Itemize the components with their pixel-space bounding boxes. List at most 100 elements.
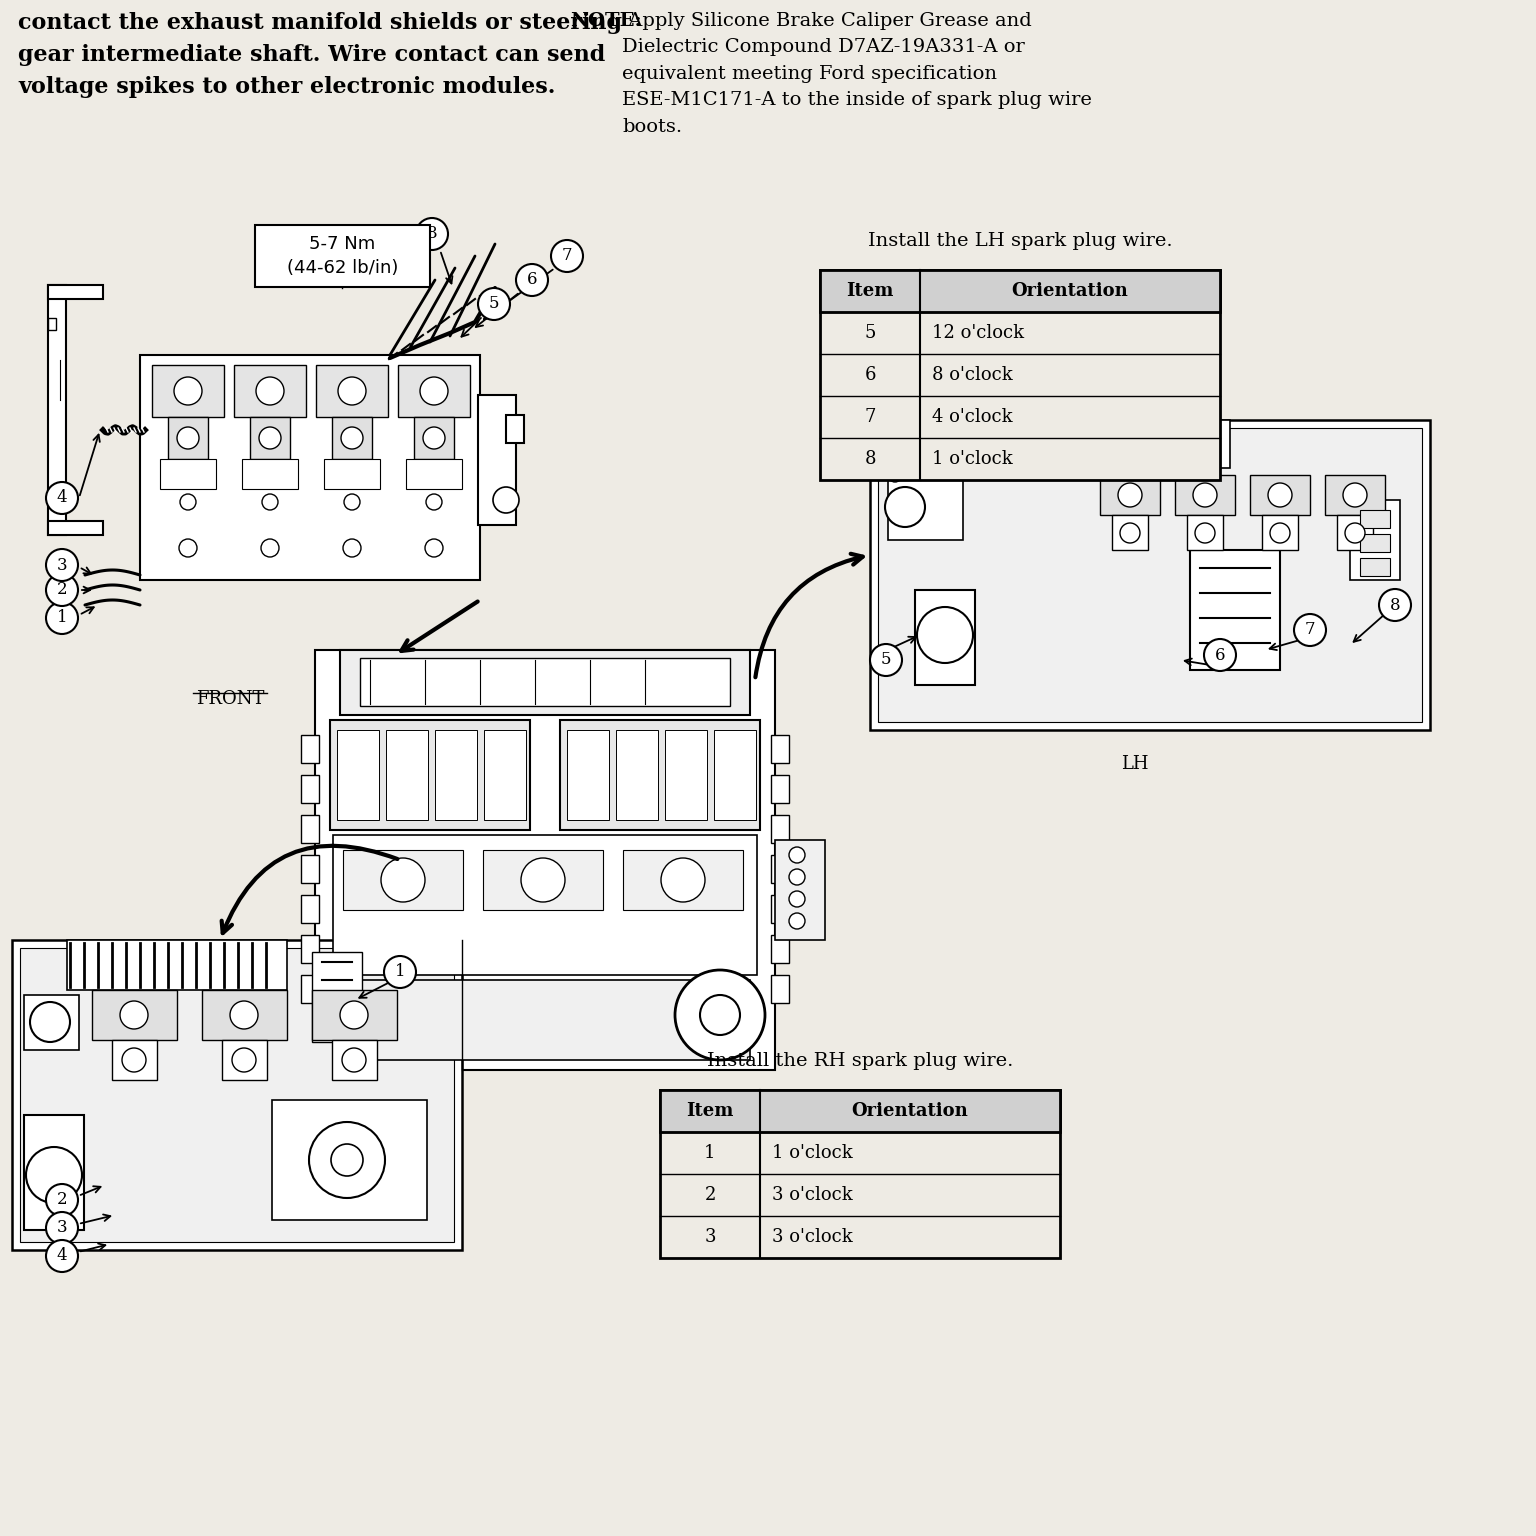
Circle shape [177,427,200,449]
Bar [336,730,379,820]
Bar [152,366,224,416]
Bar [415,416,455,459]
Bar [435,730,478,820]
Circle shape [26,1147,81,1203]
Bar [567,730,608,820]
Bar [312,991,396,1040]
Text: 6: 6 [527,272,538,289]
Circle shape [180,495,197,510]
Text: 2: 2 [57,582,68,599]
Text: 2: 2 [57,1192,68,1209]
Bar [68,940,287,991]
Bar [398,366,470,416]
Circle shape [1342,482,1367,507]
Circle shape [493,487,519,513]
Circle shape [478,289,510,319]
Text: Item: Item [687,1101,734,1120]
Bar [660,1091,1060,1132]
Text: 4: 4 [57,490,68,507]
Bar [915,590,975,685]
Bar [25,995,78,1051]
Bar [1190,550,1279,670]
Text: Item: Item [846,283,894,300]
Bar [1350,501,1399,581]
Bar [359,657,730,707]
Bar [1250,475,1310,515]
Text: 1: 1 [703,1144,716,1163]
Bar [771,935,790,963]
Circle shape [885,487,925,527]
Circle shape [674,971,765,1060]
Circle shape [261,539,280,558]
Bar [301,736,319,763]
Circle shape [263,495,278,510]
Circle shape [1204,639,1236,671]
Text: 5-7 Nm
(44-62 lb/in): 5-7 Nm (44-62 lb/in) [287,235,398,276]
Circle shape [343,1048,366,1072]
Bar [771,736,790,763]
Bar [616,730,657,820]
Circle shape [46,548,78,581]
Bar [339,650,750,714]
Bar [330,720,530,829]
Bar [25,1115,84,1230]
Circle shape [1195,522,1215,544]
Text: Install the RH spark plug wire.: Install the RH spark plug wire. [707,1052,1014,1071]
Circle shape [344,495,359,510]
Text: 4 o'clock: 4 o'clock [932,409,1012,425]
Bar [1359,535,1390,551]
Bar [343,849,462,909]
Bar [272,1100,427,1220]
Circle shape [232,1048,257,1072]
Bar [482,849,604,909]
Circle shape [309,1121,386,1198]
Bar [315,650,776,1071]
Bar [316,366,389,416]
Bar [1359,510,1390,528]
Bar [333,836,757,975]
Text: 2: 2 [705,1186,716,1204]
Bar [624,849,743,909]
Circle shape [46,482,78,515]
Bar [820,270,1220,312]
Text: 5: 5 [880,651,891,668]
Text: Install the LH spark plug wire.: Install the LH spark plug wire. [868,232,1172,250]
Circle shape [1346,522,1366,544]
Circle shape [180,539,197,558]
Text: Apply Silicone Brake Caliper Grease and
Dielectric Compound D7AZ-19A331-A or
equ: Apply Silicone Brake Caliper Grease and … [622,12,1092,135]
Circle shape [869,644,902,676]
Text: FRONT: FRONT [195,690,264,708]
Circle shape [425,495,442,510]
Bar [301,856,319,883]
Text: 7: 7 [562,247,573,264]
Bar [12,940,462,1250]
Text: 1: 1 [57,610,68,627]
Bar [223,1040,267,1080]
Bar [879,429,1422,722]
Circle shape [121,1048,146,1072]
Bar [1112,515,1147,550]
Bar [714,730,756,820]
Bar [48,521,103,535]
Text: Orientation: Orientation [1012,283,1129,300]
Circle shape [419,376,449,406]
Circle shape [339,1001,369,1029]
Bar [301,895,319,923]
Text: 12 o'clock: 12 o'clock [932,324,1025,343]
Circle shape [917,607,972,664]
Bar [1263,515,1298,550]
Bar [203,991,287,1040]
Bar [167,416,207,459]
Text: 7: 7 [865,409,876,425]
Text: 3: 3 [57,1220,68,1236]
Text: NOTE:: NOTE: [570,12,642,31]
Circle shape [425,539,442,558]
Circle shape [1118,482,1141,507]
Bar [1187,515,1223,550]
Bar [771,816,790,843]
Circle shape [660,859,705,902]
Text: 3 o'clock: 3 o'clock [773,1186,852,1204]
Circle shape [46,574,78,607]
Circle shape [416,218,449,250]
Circle shape [790,912,805,929]
